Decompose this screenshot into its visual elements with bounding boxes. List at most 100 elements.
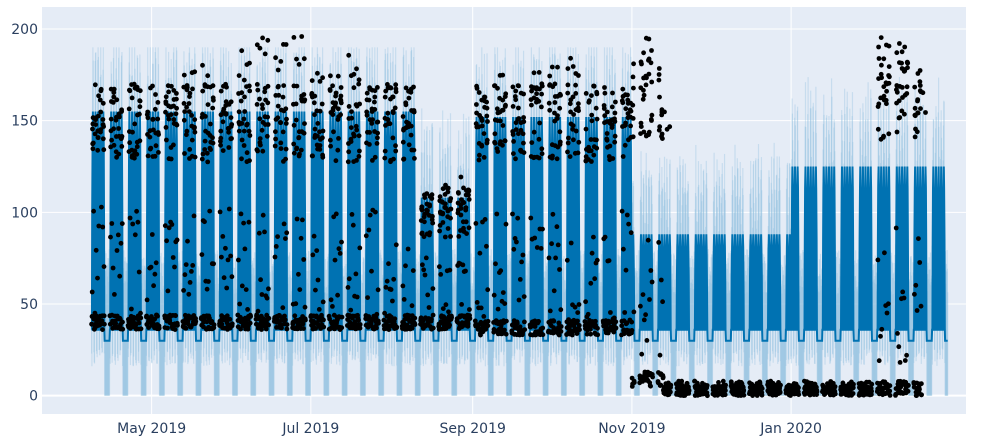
observed-point [467, 307, 472, 312]
observed-point [210, 135, 215, 141]
observed-point [546, 100, 552, 106]
observed-point [98, 127, 104, 132]
observed-point [243, 287, 249, 292]
observed-point [557, 105, 563, 111]
observed-point [522, 327, 528, 332]
observed-point [437, 228, 442, 234]
observed-point [390, 298, 395, 304]
observed-point [539, 104, 544, 110]
observed-point [532, 324, 538, 329]
observed-point [239, 121, 245, 126]
observed-point [296, 271, 301, 277]
observed-point [591, 152, 597, 158]
observed-point [589, 250, 595, 256]
observed-point [421, 267, 427, 273]
observed-point [116, 151, 122, 157]
observed-point [521, 150, 527, 156]
observed-point [241, 116, 247, 122]
observed-point [335, 106, 341, 112]
observed-point [260, 106, 265, 111]
observed-point [604, 131, 610, 136]
observed-point [189, 113, 195, 118]
observed-point [484, 243, 489, 249]
observed-point [657, 124, 663, 130]
observed-point [647, 297, 652, 302]
observed-point [558, 324, 564, 329]
observed-point [370, 158, 375, 163]
observed-point [259, 102, 265, 108]
observed-point [149, 232, 155, 237]
observed-point [262, 229, 267, 235]
observed-point [550, 211, 556, 217]
observed-point [169, 83, 174, 89]
observed-point [503, 221, 509, 227]
observed-point [479, 118, 485, 123]
observed-point [136, 320, 142, 326]
observed-point [245, 307, 251, 312]
observed-point [382, 155, 388, 161]
observed-point [540, 325, 546, 331]
observed-point [631, 309, 637, 315]
observed-point [260, 212, 266, 218]
observed-point [220, 234, 226, 239]
observed-point [184, 132, 189, 138]
observed-point [185, 238, 190, 244]
observed-point [294, 83, 300, 89]
observed-point [127, 88, 133, 94]
observed-point [205, 159, 211, 165]
observed-point [353, 271, 359, 277]
observed-point [217, 209, 223, 215]
observed-point [166, 89, 172, 95]
observed-point [623, 267, 629, 273]
observed-point [239, 90, 245, 96]
observed-point [193, 319, 199, 324]
observed-point [644, 338, 650, 343]
observed-point [356, 154, 362, 159]
observed-point [565, 140, 571, 146]
observed-point [310, 153, 315, 159]
observed-point [521, 140, 526, 146]
observed-point [120, 319, 125, 325]
observed-point [406, 142, 412, 148]
observed-point [351, 85, 357, 91]
observed-point [338, 85, 344, 90]
observed-point [448, 215, 453, 221]
observed-point [494, 211, 500, 217]
observed-point [577, 327, 582, 333]
observed-point [612, 139, 618, 145]
observed-point [137, 111, 142, 117]
observed-point [182, 109, 188, 114]
observed-point [658, 277, 664, 283]
observed-point [649, 279, 655, 285]
observed-point [275, 103, 281, 109]
observed-point [575, 150, 581, 156]
observed-point [236, 128, 242, 134]
observed-point [145, 109, 151, 115]
observed-point [339, 239, 344, 245]
observed-point [186, 101, 192, 106]
observed-point [364, 90, 370, 96]
observed-point [622, 310, 628, 315]
observed-point [138, 315, 144, 321]
observed-point [531, 129, 537, 135]
observed-point [316, 307, 322, 312]
observed-point [643, 82, 649, 88]
observed-point [390, 135, 396, 141]
observed-point [796, 385, 801, 391]
observed-point [136, 269, 142, 275]
observed-point [571, 137, 576, 143]
observed-point [281, 221, 287, 227]
observed-point [388, 287, 394, 292]
observed-point [259, 292, 265, 297]
observed-point [92, 131, 98, 137]
observed-point [246, 128, 252, 134]
observed-point [646, 71, 652, 77]
observed-point [649, 79, 655, 85]
observed-point [649, 118, 654, 123]
observed-point [218, 88, 224, 94]
observed-point [365, 295, 370, 300]
observed-point [204, 150, 210, 156]
observed-point [576, 139, 582, 145]
observed-point [102, 321, 107, 327]
observed-point [656, 72, 662, 77]
